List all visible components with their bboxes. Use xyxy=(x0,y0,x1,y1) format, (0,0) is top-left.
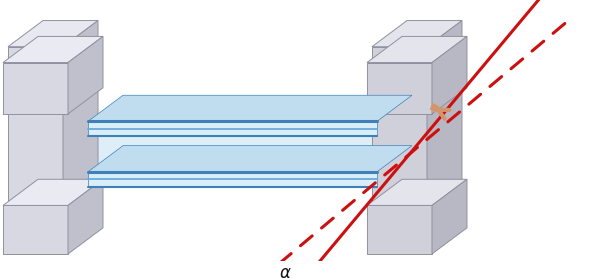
Polygon shape xyxy=(88,95,412,122)
Polygon shape xyxy=(367,179,467,206)
Polygon shape xyxy=(427,20,462,243)
Polygon shape xyxy=(367,62,432,114)
Polygon shape xyxy=(372,47,427,243)
Polygon shape xyxy=(68,179,103,254)
Polygon shape xyxy=(3,179,103,206)
Polygon shape xyxy=(432,36,467,114)
Polygon shape xyxy=(3,206,68,254)
Polygon shape xyxy=(88,122,377,136)
Polygon shape xyxy=(367,206,432,254)
Polygon shape xyxy=(367,36,467,62)
Text: α: α xyxy=(279,264,290,280)
Polygon shape xyxy=(88,146,412,172)
Polygon shape xyxy=(3,36,103,62)
Polygon shape xyxy=(88,122,377,187)
Polygon shape xyxy=(372,20,462,47)
Polygon shape xyxy=(432,179,467,254)
Polygon shape xyxy=(63,20,98,243)
Polygon shape xyxy=(88,172,377,187)
Polygon shape xyxy=(8,47,63,243)
Polygon shape xyxy=(3,62,68,114)
Polygon shape xyxy=(8,20,98,47)
Polygon shape xyxy=(68,36,103,114)
